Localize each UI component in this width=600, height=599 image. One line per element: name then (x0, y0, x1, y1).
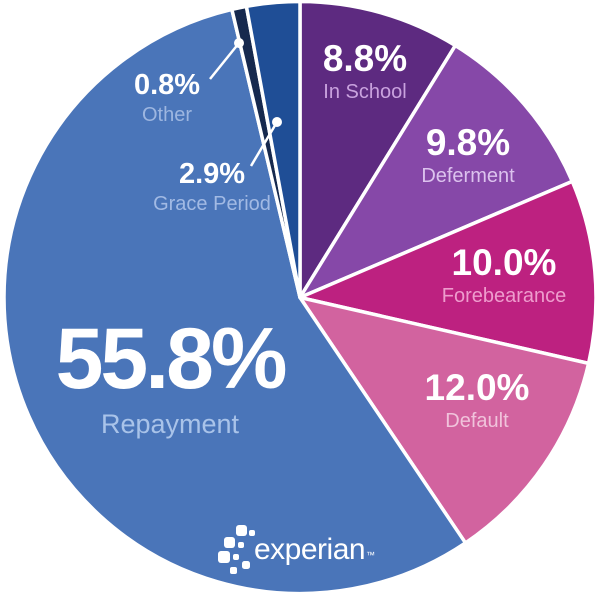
leader-lines (209, 38, 282, 167)
pie-slice-default (298, 295, 591, 545)
experian-logo-text: experian (254, 533, 365, 566)
logo-dot (249, 530, 255, 536)
pie-slice-deferment (298, 43, 574, 300)
pie-slice-grace-period (244, 0, 302, 300)
logo-dot (224, 537, 235, 548)
leader-line-other (209, 42, 240, 80)
leader-dot-grace-period (272, 117, 282, 127)
experian-logo: experian ™ (218, 525, 375, 574)
trademark-symbol: ™ (366, 550, 375, 560)
logo-dot (233, 554, 239, 560)
leader-line-grace-period (249, 121, 279, 167)
pie-slice-in-school (298, 0, 458, 300)
leader-dot-other (234, 38, 244, 48)
logo-dot (236, 525, 247, 536)
logo-dot (230, 567, 237, 574)
logo-dot (242, 561, 250, 569)
pie-slice-repayment (2, 7, 468, 596)
logo-dot (218, 551, 230, 563)
experian-dots-icon (218, 525, 255, 574)
logo-dot (238, 542, 244, 548)
pie-slice-forebearance (298, 179, 598, 366)
